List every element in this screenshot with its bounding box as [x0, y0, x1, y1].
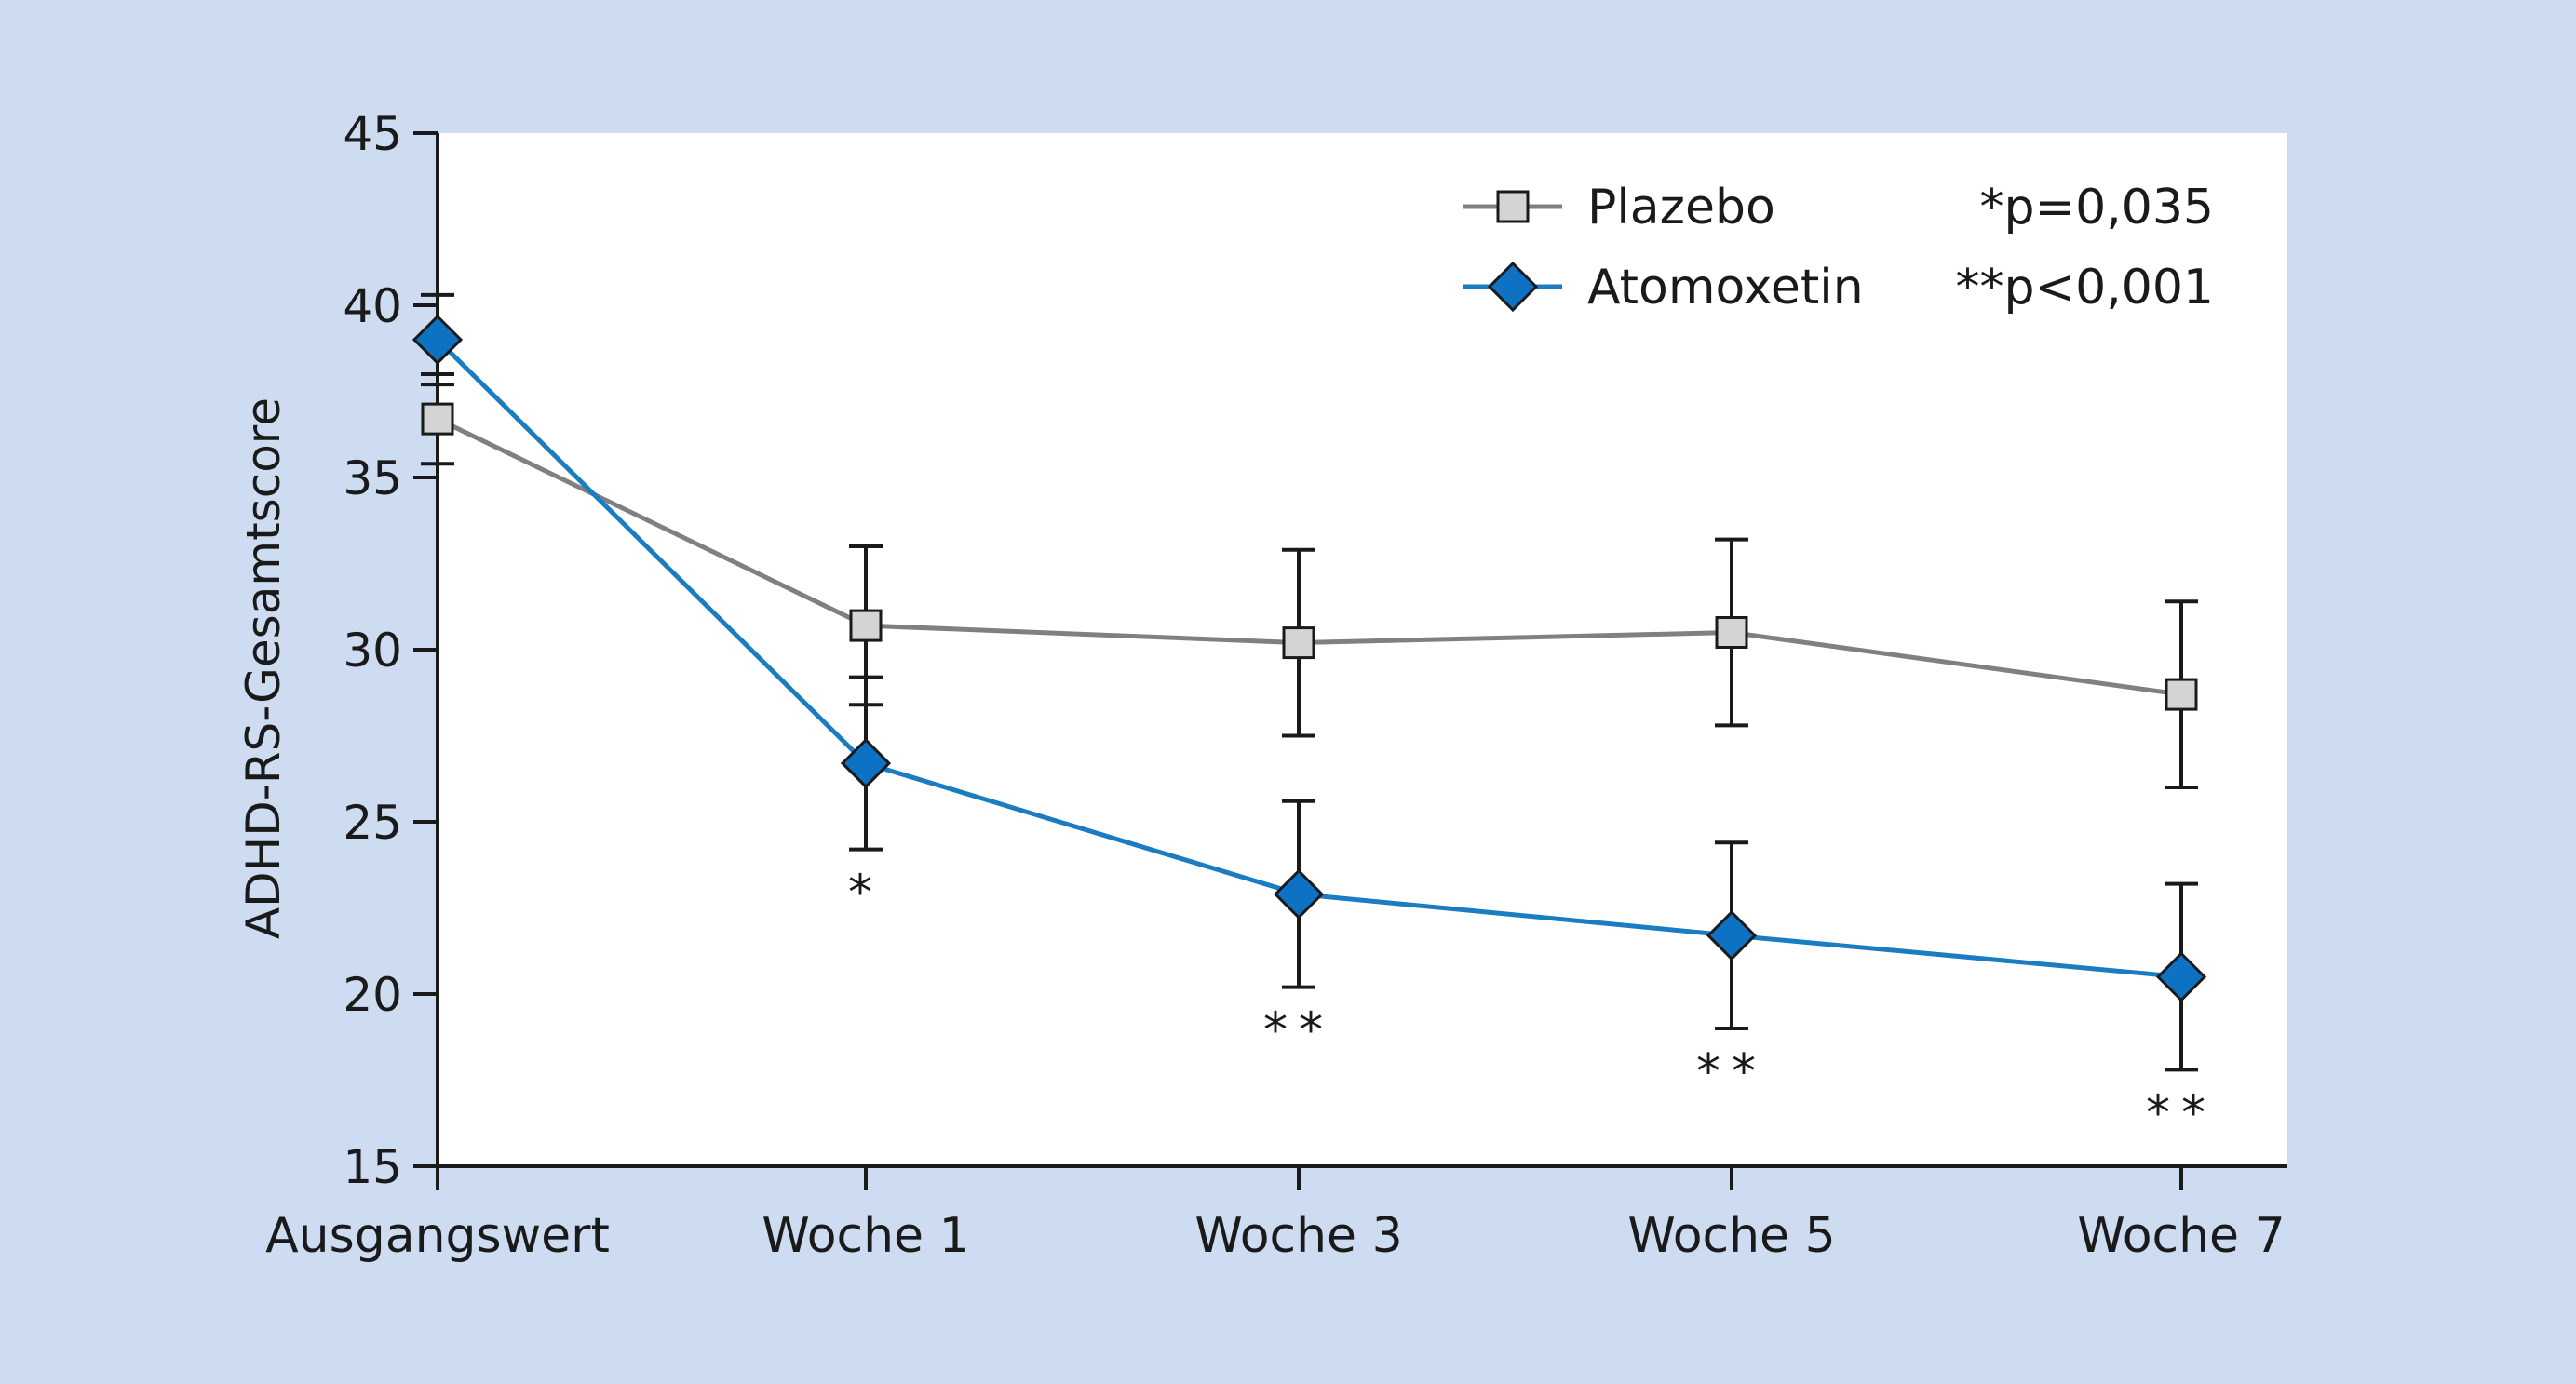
data-point-square: [421, 402, 454, 436]
x-tick-label: Woche 3: [1194, 1208, 1402, 1264]
data-point-square: [2165, 678, 2198, 711]
plot-area: [438, 133, 2287, 1166]
legend-note: **p<0,001: [1956, 260, 2214, 316]
significance-mark: **: [2146, 1085, 2217, 1141]
x-tick-label: Ausgangswert: [265, 1208, 610, 1264]
y-tick-label: 15: [343, 1140, 402, 1194]
y-tick-label: 25: [343, 796, 402, 850]
data-point-diamond: [2155, 951, 2207, 1002]
data-point-square: [849, 609, 883, 642]
legend-marker-diamond: [1487, 261, 1539, 313]
data-point-diamond: [411, 314, 464, 366]
y-tick-label: 45: [343, 107, 402, 161]
data-point-square: [1715, 616, 1748, 649]
legend-label: Atomoxetin: [1587, 260, 1864, 316]
significance-mark: *: [848, 866, 883, 921]
y-axis-label: ADHD-RS-Gesamtscore: [236, 397, 290, 939]
y-tick-label: 40: [343, 279, 402, 333]
data-point-diamond: [840, 737, 892, 789]
x-tick-label: Woche 7: [2077, 1208, 2285, 1264]
x-tick-label: Woche 5: [1627, 1208, 1835, 1264]
y-tick-label: 35: [343, 451, 402, 505]
legend-label: Plazebo: [1587, 180, 1775, 235]
significance-mark: **: [1696, 1044, 1767, 1100]
data-point-diamond: [1706, 909, 1758, 961]
y-tick-label: 30: [343, 624, 402, 678]
data-point-square: [1282, 626, 1315, 660]
significance-mark: **: [1263, 1003, 1334, 1059]
x-tick-label: Woche 1: [762, 1208, 969, 1264]
y-tick-label: 20: [343, 968, 402, 1022]
data-point-diamond: [1273, 868, 1325, 920]
legend-note: *p=0,035: [1980, 180, 2214, 235]
legend-marker-square: [1496, 190, 1530, 223]
